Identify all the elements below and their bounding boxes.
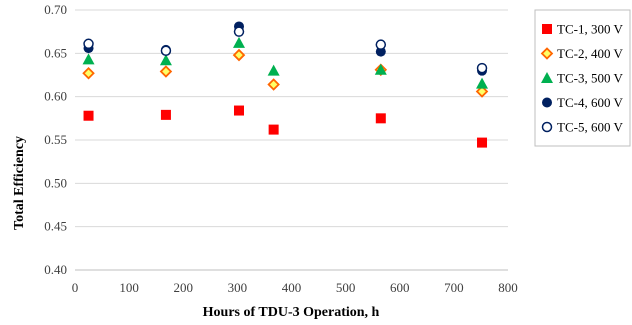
legend-marker: [542, 97, 552, 108]
x-tick-label: 400: [282, 280, 302, 295]
x-axis-ticks: 0 100 200 300 400 500 600 700 800: [72, 280, 518, 295]
legend-marker: [542, 24, 552, 34]
y-tick-label: 0.45: [44, 219, 67, 234]
data-point-series-1: [477, 137, 488, 148]
legend-label: TC-3, 500 V: [557, 71, 623, 86]
legend-label: TC-5, 600 V: [557, 120, 623, 135]
x-tick-label: 200: [174, 280, 194, 295]
gridlines: [75, 9, 508, 228]
data-point-series-3: [82, 53, 95, 65]
x-tick-label: 500: [336, 280, 356, 295]
y-tick-label: 0.40: [44, 262, 67, 277]
data-point-series-2: [232, 48, 246, 62]
x-tick-label: 300: [228, 280, 248, 295]
x-tick-label: 600: [390, 280, 410, 295]
y-tick-label: 0.60: [44, 89, 67, 104]
data-point-series-3: [476, 77, 489, 89]
data-point-series-3: [159, 54, 172, 66]
data-point-series-2: [159, 65, 173, 78]
legend: TC-1, 300 V TC-2, 400 V TC-3, 500 V TC-4, 6…: [534, 9, 631, 147]
y-tick-label: 0.55: [44, 132, 67, 147]
x-tick-label: 0: [72, 280, 79, 295]
data-point-series-5: [476, 62, 488, 74]
y-tick-label: 0.65: [44, 45, 67, 60]
data-point-series-2: [82, 66, 95, 80]
legend-marker: [540, 47, 554, 60]
data-points: [82, 21, 489, 148]
data-point-series-1: [233, 105, 244, 116]
legend-label: TC-2, 400 V: [557, 46, 623, 61]
y-axis-ticks: 0.40 0.45 0.50 0.55 0.60 0.65 0.70: [44, 2, 67, 277]
y-axis-title: Total Efficiency: [12, 136, 27, 230]
data-point-series-3: [232, 36, 245, 48]
data-point-series-5: [233, 26, 245, 37]
x-tick-label: 800: [498, 280, 518, 295]
data-point-series-5: [83, 38, 94, 50]
data-point-series-3: [267, 64, 280, 76]
data-point-series-2: [475, 85, 489, 98]
data-point-series-2: [267, 78, 280, 91]
data-point-series-3: [374, 63, 387, 75]
x-tick-label: 700: [444, 280, 464, 295]
y-tick-label: 0.50: [44, 175, 67, 190]
data-point-series-5: [375, 39, 387, 50]
y-tick-label: 0.70: [44, 2, 67, 17]
data-point-series-1: [375, 113, 386, 124]
x-tick-label: 100: [119, 280, 139, 295]
legend-marker: [541, 121, 553, 133]
legend-label: TC-1, 300 V: [557, 22, 623, 37]
data-point-series-5: [160, 45, 172, 56]
data-point-series-1: [160, 109, 171, 120]
x-axis-title: Hours of TDU-3 Operation, h: [203, 305, 380, 320]
legend-label: TC-4, 600 V: [557, 95, 623, 110]
legend-marker: [541, 72, 553, 83]
data-point-series-1: [268, 124, 279, 135]
data-point-series-1: [83, 110, 94, 121]
